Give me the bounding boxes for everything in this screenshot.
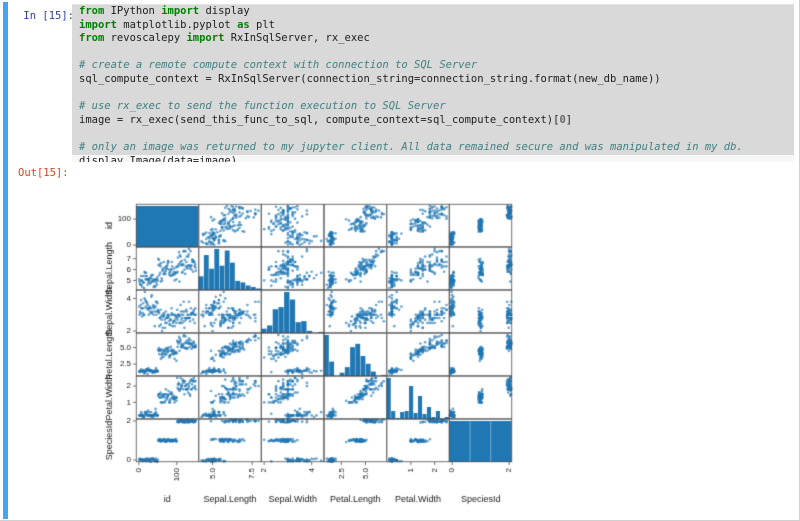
code-token: RxInSqlServer, rx_exec — [230, 32, 370, 45]
code-token: image = rx_exec(send_this_func_to_sql, c… — [79, 113, 560, 126]
code-line[interactable]: from IPython import display — [72, 5, 794, 19]
scatter-matrix-figure — [78, 196, 518, 514]
code-editor[interactable]: from IPython import display import matplo… — [72, 4, 794, 162]
code-token: revoscalepy — [110, 32, 187, 45]
code-token: from — [79, 5, 111, 17]
code-token: ] — [565, 113, 573, 126]
code-token: from — [79, 32, 111, 45]
code-token: matplotlib.pyplot — [123, 18, 238, 31]
code-line[interactable]: # only an image was returned to my jupyt… — [72, 141, 794, 155]
code-token: as — [237, 18, 257, 31]
code-token: display — [205, 5, 250, 17]
code-token: # only an image was returned to my jupyt… — [79, 140, 743, 153]
code-token: IPython — [110, 5, 162, 17]
code-token: plt — [256, 18, 275, 31]
code-token: 0 — [559, 113, 566, 126]
code-token: import — [186, 32, 231, 45]
code-token: sql_compute_context = RxInSqlServer(conn… — [79, 72, 661, 85]
code-line[interactable]: image = rx_exec(send_this_func_to_sql, c… — [72, 114, 794, 128]
code-line[interactable] — [72, 127, 794, 141]
input-prompt-label: In [15]: — [23, 10, 74, 22]
code-cell[interactable]: In [15]: from IPython import display impo… — [10, 4, 796, 162]
output-prompt-label: Out[15]: — [18, 167, 69, 179]
code-line[interactable]: sql_compute_context = RxInSqlServer(conn… — [72, 73, 794, 87]
code-line[interactable]: # use rx_exec to send the function execu… — [72, 100, 794, 114]
code-line[interactable]: display.Image(data=image) — [72, 154, 794, 162]
selected-cell-accent-bar — [3, 2, 8, 519]
code-token: import — [79, 18, 124, 31]
code-line[interactable] — [72, 87, 794, 101]
code-token: # use rx_exec to send the function execu… — [79, 100, 446, 113]
cell-accent-gap — [0, 2, 3, 519]
code-line[interactable] — [72, 46, 794, 60]
scatter-matrix-canvas — [78, 196, 518, 514]
code-line[interactable]: import matplotlib.pyplot as plt — [72, 19, 794, 33]
code-line[interactable]: # create a remote compute context with c… — [72, 59, 794, 73]
code-line[interactable]: from revoscalepy import RxInSqlServer, r… — [72, 32, 794, 46]
code-token: display.Image(data=image) — [79, 154, 238, 162]
code-token: import — [161, 5, 206, 17]
code-token: # create a remote compute context with c… — [79, 59, 478, 72]
